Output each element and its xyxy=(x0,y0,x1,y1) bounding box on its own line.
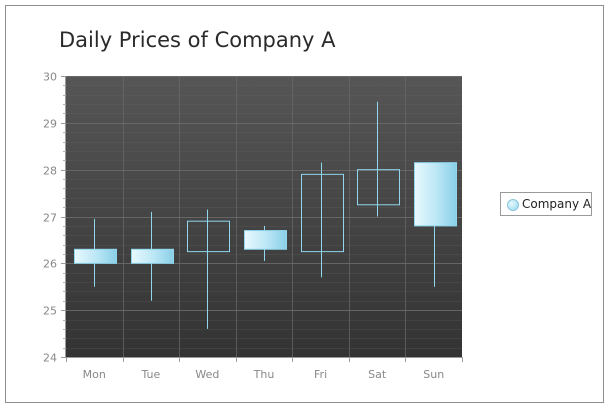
candle-sat xyxy=(357,101,400,217)
axis-layer: 24 25 26 27 28 29 30 Mon Tue Wed Thu Fri Sat Sun xyxy=(43,71,463,381)
candle-body xyxy=(414,162,457,227)
y-axis-tick-label: 28 xyxy=(43,165,57,178)
y-axis-tick-label: 24 xyxy=(43,352,57,365)
candle-body xyxy=(244,230,287,250)
candle-body xyxy=(187,220,230,253)
x-axis-tick-label: Fri xyxy=(314,368,327,381)
x-axis-tick-label: Sat xyxy=(368,368,387,381)
x-axis-tick-label: Mon xyxy=(83,368,106,381)
x-axis-tick-label: Tue xyxy=(140,368,160,381)
x-axis-tick-label: Sun xyxy=(423,368,444,381)
plot-area xyxy=(66,76,462,357)
y-axis-tick-label: 25 xyxy=(43,305,57,318)
legend-label-company-a: Company A xyxy=(522,197,592,211)
candle-tue xyxy=(131,211,174,301)
candle-body xyxy=(74,248,117,264)
y-axis-tick-label: 30 xyxy=(43,71,57,84)
y-axis-tick-label: 26 xyxy=(43,258,57,271)
candle-body xyxy=(301,173,344,253)
candle-fri xyxy=(301,162,344,278)
y-axis-tick-label: 27 xyxy=(43,212,57,225)
y-axis-tick-label: 29 xyxy=(43,118,57,131)
candle-layer xyxy=(74,101,457,329)
legend: Company A xyxy=(500,192,592,216)
x-axis-tick-label: Wed xyxy=(195,368,219,381)
candle-body xyxy=(357,169,400,206)
candle-body xyxy=(131,248,174,264)
candle-thu xyxy=(244,225,287,261)
candle-sun xyxy=(414,162,457,287)
x-axis-tick-label: Thu xyxy=(253,368,275,381)
legend-swatch-company-a xyxy=(507,199,519,211)
chart-title: Daily Prices of Company A xyxy=(59,28,336,52)
candle-mon xyxy=(74,218,117,287)
candle-wed xyxy=(187,209,230,329)
